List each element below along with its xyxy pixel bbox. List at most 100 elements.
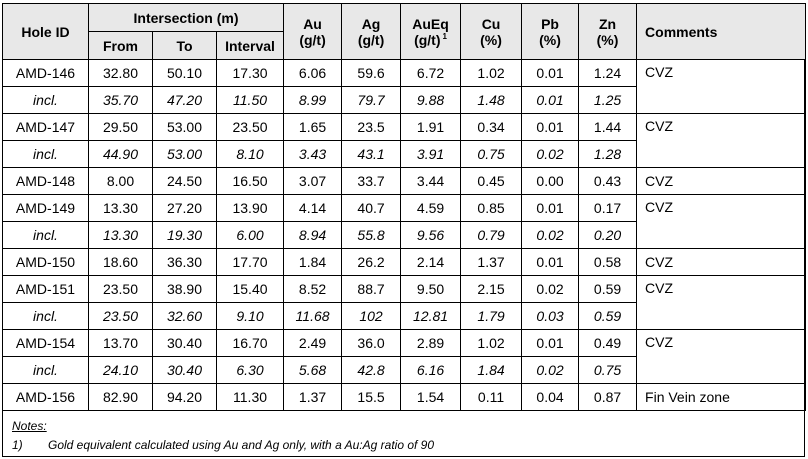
to-cell: 27.20 <box>152 194 217 222</box>
au-cell: 1.65 <box>283 113 343 141</box>
cu-cell: 0.45 <box>460 167 523 195</box>
to-cell: 50.10 <box>152 59 217 87</box>
incl-pb-cell: 0.03 <box>521 302 580 330</box>
from-cell: 82.90 <box>88 383 153 411</box>
comment-cell: CVZ <box>636 167 807 195</box>
interval-cell: 23.50 <box>215 113 285 141</box>
pb-cell: 0.04 <box>521 383 580 411</box>
to-cell: 38.90 <box>152 275 217 303</box>
comment-cell: CVZ <box>636 275 807 330</box>
au-cell: 6.06 <box>283 59 343 87</box>
pb-cell: 0.01 <box>521 59 580 87</box>
incl-zn-cell: 1.28 <box>578 140 638 168</box>
incl-to-cell: 32.60 <box>152 302 217 330</box>
au-cell: 8.52 <box>283 275 343 303</box>
incl-zn-cell: 0.20 <box>578 221 638 249</box>
aueq-cell: 1.91 <box>400 113 462 141</box>
comment-cell: CVZ <box>636 248 807 276</box>
incl-aueq-cell: 12.81 <box>400 302 462 330</box>
header-intersection: Intersection (m) <box>87 3 285 32</box>
hole-id-cell: AMD-156 <box>2 383 89 411</box>
comment-cell: Fin Vein zone <box>636 383 807 411</box>
table-row: AMD-150 18.60 36.30 17.70 1.84 26.2 2.14 1.37 0.… <box>2 248 807 276</box>
zn-cell: 1.44 <box>578 113 638 141</box>
aueq-cell: 4.59 <box>400 194 462 222</box>
to-cell: 30.40 <box>152 329 217 357</box>
hole-id-cell: AMD-150 <box>2 248 89 276</box>
header-pb: Pb (%) <box>521 3 580 60</box>
incl-aueq-cell: 3.91 <box>400 140 462 168</box>
incl-au-cell: 5.68 <box>283 356 343 384</box>
incl-label-cell: incl. <box>2 140 89 168</box>
hole-id-cell: AMD-147 <box>2 113 89 141</box>
incl-label-cell: incl. <box>2 356 89 384</box>
header-aueq: AuEq (g/t) 1 <box>400 3 462 60</box>
incl-au-cell: 3.43 <box>283 140 343 168</box>
incl-cu-cell: 0.79 <box>460 221 523 249</box>
notes-section: Notes: 1) Gold equivalent calculated usi… <box>3 411 804 455</box>
from-cell: 29.50 <box>88 113 153 141</box>
note-item: 1) Gold equivalent calculated using Au a… <box>12 436 796 455</box>
note-number: 1) <box>12 438 23 452</box>
interval-cell: 16.50 <box>215 167 285 195</box>
ag-cell: 40.7 <box>341 194 402 222</box>
pb-cell: 0.01 <box>521 329 580 357</box>
table-row-including: incl. 44.90 53.00 8.10 3.43 43.1 3.91 0.75 0.02 1… <box>2 140 806 168</box>
interval-cell: 17.30 <box>215 59 285 87</box>
ag-cell: 15.5 <box>341 383 402 411</box>
ag-cell: 59.6 <box>341 59 402 87</box>
hole-id-cell: AMD-149 <box>2 194 89 222</box>
incl-interval-cell: 6.30 <box>215 356 285 384</box>
table-row: AMD-151 23.50 38.90 15.40 8.52 88.7 9.50 2.15 0.… <box>2 275 807 330</box>
aueq-cell: 2.14 <box>400 248 462 276</box>
from-cell: 23.50 <box>88 275 153 303</box>
from-cell: 8.00 <box>88 167 153 195</box>
incl-aueq-cell: 6.16 <box>400 356 462 384</box>
from-cell: 13.70 <box>88 329 153 357</box>
header-to: To <box>152 31 217 60</box>
drill-results-table-panel: Hole ID Intersection (m) Au (g/t) Ag (g/t)… <box>2 3 807 457</box>
incl-to-cell: 53.00 <box>152 140 217 168</box>
zn-cell: 0.17 <box>578 194 638 222</box>
incl-label-cell: incl. <box>2 221 89 249</box>
incl-label-cell: incl. <box>2 86 89 114</box>
pb-cell: 0.02 <box>521 275 580 303</box>
ag-cell: 36.0 <box>341 329 402 357</box>
incl-from-cell: 13.30 <box>88 221 153 249</box>
pb-cell: 0.01 <box>521 113 580 141</box>
to-cell: 36.30 <box>152 248 217 276</box>
incl-ag-cell: 79.7 <box>341 86 402 114</box>
ag-cell: 23.5 <box>341 113 402 141</box>
notes-heading: Notes: <box>12 419 47 433</box>
incl-from-cell: 24.10 <box>88 356 153 384</box>
incl-interval-cell: 9.10 <box>215 302 285 330</box>
table-row: AMD-146 32.80 50.10 17.30 6.06 59.6 6.72 1.02 0.… <box>2 59 807 114</box>
table-row: AMD-148 8.00 24.50 16.50 3.07 33.7 3.44 0.45 0.0… <box>2 167 807 195</box>
au-cell: 3.07 <box>283 167 343 195</box>
comment-cell: CVZ <box>636 329 807 384</box>
interval-cell: 11.30 <box>215 383 285 411</box>
interval-cell: 17.70 <box>215 248 285 276</box>
table-row: AMD-147 29.50 53.00 23.50 1.65 23.5 1.91 0.34 0.… <box>2 113 807 168</box>
to-cell: 94.20 <box>152 383 217 411</box>
table-row-including: incl. 13.30 19.30 6.00 8.94 55.8 9.56 0.79 0.02 0… <box>2 221 806 249</box>
incl-from-cell: 44.90 <box>88 140 153 168</box>
hole-id-cell: AMD-148 <box>2 167 89 195</box>
incl-ag-cell: 102 <box>341 302 402 330</box>
from-cell: 18.60 <box>88 248 153 276</box>
table-body: AMD-146 32.80 50.10 17.30 6.06 59.6 6.72 1.02 0.… <box>2 59 807 411</box>
comment-cell: CVZ <box>636 113 807 168</box>
incl-pb-cell: 0.02 <box>521 140 580 168</box>
header-hole-id: Hole ID <box>2 3 89 60</box>
pb-cell: 0.01 <box>521 248 580 276</box>
table-row-including: incl. 35.70 47.20 11.50 8.99 79.7 9.88 1.48 0.01… <box>2 86 806 114</box>
zn-cell: 0.43 <box>578 167 638 195</box>
incl-interval-cell: 8.10 <box>215 140 285 168</box>
drill-results-table: Hole ID Intersection (m) Au (g/t) Ag (g/t)… <box>2 3 807 411</box>
interval-cell: 16.70 <box>215 329 285 357</box>
incl-label-cell: incl. <box>2 302 89 330</box>
au-cell: 4.14 <box>283 194 343 222</box>
incl-cu-cell: 1.84 <box>460 356 523 384</box>
note-text: Gold equivalent calculated using Au and … <box>48 438 435 452</box>
cu-cell: 1.02 <box>460 59 523 87</box>
